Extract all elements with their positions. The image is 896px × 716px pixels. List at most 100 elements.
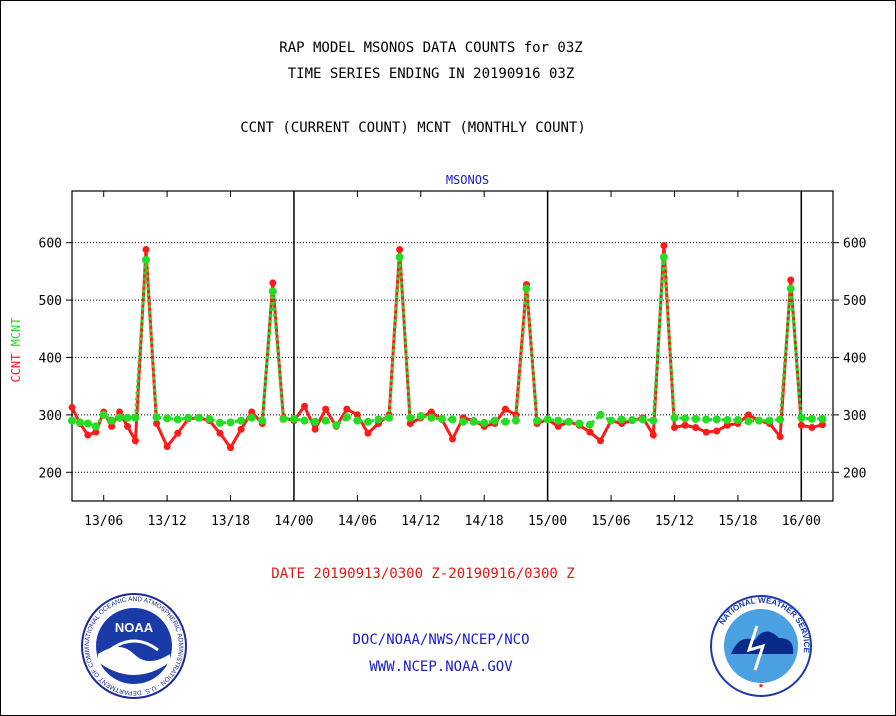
- data-point-mcnt: [575, 419, 584, 428]
- data-point-ccnt: [269, 279, 277, 287]
- data-point-mcnt: [448, 415, 457, 424]
- data-point-mcnt: [628, 416, 637, 425]
- data-point-mcnt: [511, 416, 520, 425]
- data-point-ccnt: [818, 421, 826, 429]
- data-point-ccnt: [713, 427, 721, 435]
- data-point-mcnt: [406, 413, 415, 422]
- data-point-ccnt: [364, 429, 372, 437]
- data-point-mcnt: [480, 418, 489, 427]
- y-tick-label-right: 500: [843, 294, 866, 309]
- data-point-mcnt: [300, 416, 309, 425]
- data-point-ccnt: [554, 422, 562, 430]
- data-point-mcnt: [490, 416, 499, 425]
- y-tick-label-left: 400: [39, 351, 62, 366]
- data-point-ccnt: [660, 242, 668, 250]
- data-point-mcnt: [638, 415, 647, 424]
- chart-title-line1: RAP MODEL MSONOS DATA COUNTS for 03Z: [279, 40, 583, 56]
- data-point-ccnt: [449, 435, 456, 443]
- data-point-mcnt: [744, 417, 753, 426]
- x-tick-label: 15/18: [718, 514, 757, 529]
- data-point-mcnt: [522, 284, 531, 293]
- y-tick-label-left: 600: [39, 237, 62, 252]
- data-point-mcnt: [289, 414, 298, 423]
- x-tick-label: 13/12: [148, 514, 187, 529]
- noaa-logo-text: NOAA: [115, 620, 154, 635]
- data-point-mcnt: [342, 413, 351, 422]
- data-point-mcnt: [226, 418, 235, 427]
- data-point-mcnt: [141, 255, 150, 264]
- data-point-mcnt: [363, 417, 372, 426]
- data-point-mcnt: [258, 416, 267, 425]
- data-point-mcnt: [596, 410, 605, 419]
- data-point-mcnt: [268, 287, 277, 296]
- data-point-mcnt: [205, 414, 214, 423]
- data-point-ccnt: [501, 405, 509, 413]
- data-point-mcnt: [691, 414, 700, 423]
- data-point-ccnt: [670, 424, 678, 432]
- data-point-mcnt: [469, 417, 478, 426]
- data-point-mcnt: [374, 415, 383, 424]
- data-point-mcnt: [416, 412, 425, 421]
- data-point-mcnt: [437, 414, 446, 423]
- data-point-mcnt: [353, 416, 362, 425]
- plot-title: MSONOS: [446, 173, 489, 187]
- website-link[interactable]: WWW.NCEP.NOAA.GOV: [369, 659, 513, 675]
- data-point-mcnt: [427, 413, 436, 422]
- x-tick-label: 13/06: [84, 514, 123, 529]
- data-point-ccnt: [131, 437, 139, 445]
- data-point-ccnt: [142, 246, 150, 254]
- nws-logo: NATIONAL WEATHER SERVICE ★: [710, 595, 812, 697]
- data-point-ccnt: [301, 402, 309, 410]
- data-point-mcnt: [123, 413, 132, 422]
- data-point-mcnt: [75, 418, 84, 427]
- data-point-mcnt: [321, 416, 330, 425]
- data-point-mcnt: [115, 413, 124, 422]
- chart-subtitle: CCNT (CURRENT COUNT) MCNT (MONTHLY COUNT…: [240, 120, 586, 136]
- data-point-mcnt: [68, 416, 76, 425]
- data-point-mcnt: [765, 416, 774, 425]
- x-tick-label: 16/00: [782, 514, 821, 529]
- x-tick-label: 13/18: [211, 514, 250, 529]
- data-point-ccnt: [123, 422, 131, 430]
- y-tick-label-left: 300: [39, 409, 62, 424]
- data-point-ccnt: [216, 429, 224, 437]
- y-tick-label-right: 200: [843, 466, 866, 481]
- data-point-ccnt: [163, 442, 171, 450]
- data-point-mcnt: [712, 415, 721, 424]
- data-point-mcnt: [83, 419, 92, 428]
- data-point-mcnt: [776, 415, 785, 424]
- data-point-mcnt: [659, 253, 668, 262]
- data-point-ccnt: [649, 431, 657, 439]
- data-point-mcnt: [670, 413, 679, 422]
- data-point-ccnt: [322, 405, 330, 413]
- noaa-logo: NOAA NATIONAL OCEANIC AND ATMOSPHERIC AD…: [80, 592, 187, 699]
- data-point-mcnt: [501, 417, 510, 426]
- data-point-ccnt: [586, 428, 594, 436]
- data-point-ccnt: [108, 422, 116, 430]
- data-point-mcnt: [723, 416, 732, 425]
- data-point-mcnt: [797, 413, 806, 422]
- data-point-mcnt: [332, 421, 341, 430]
- data-point-mcnt: [649, 416, 658, 425]
- y-tick-label-left: 200: [39, 466, 62, 481]
- data-point-ccnt: [174, 429, 182, 437]
- data-point-ccnt: [396, 246, 404, 254]
- data-point-ccnt: [744, 411, 752, 419]
- data-point-ccnt: [353, 411, 361, 419]
- data-point-ccnt: [227, 444, 235, 452]
- data-point-mcnt: [786, 284, 795, 293]
- data-point-mcnt: [152, 413, 161, 422]
- data-point-ccnt: [406, 420, 414, 427]
- data-point-mcnt: [311, 417, 320, 426]
- data-point-ccnt: [797, 421, 805, 429]
- data-point-ccnt: [153, 420, 161, 427]
- data-point-ccnt: [68, 403, 76, 411]
- chart-title-line2: TIME SERIES ENDING IN 20190916 03Z: [287, 66, 575, 82]
- data-point-mcnt: [194, 413, 203, 422]
- data-point-mcnt: [131, 413, 140, 422]
- data-point-ccnt: [776, 433, 784, 441]
- data-point-mcnt: [564, 417, 573, 426]
- x-tick-label: 14/06: [338, 514, 377, 529]
- data-point-mcnt: [533, 416, 542, 425]
- data-point-ccnt: [116, 408, 124, 416]
